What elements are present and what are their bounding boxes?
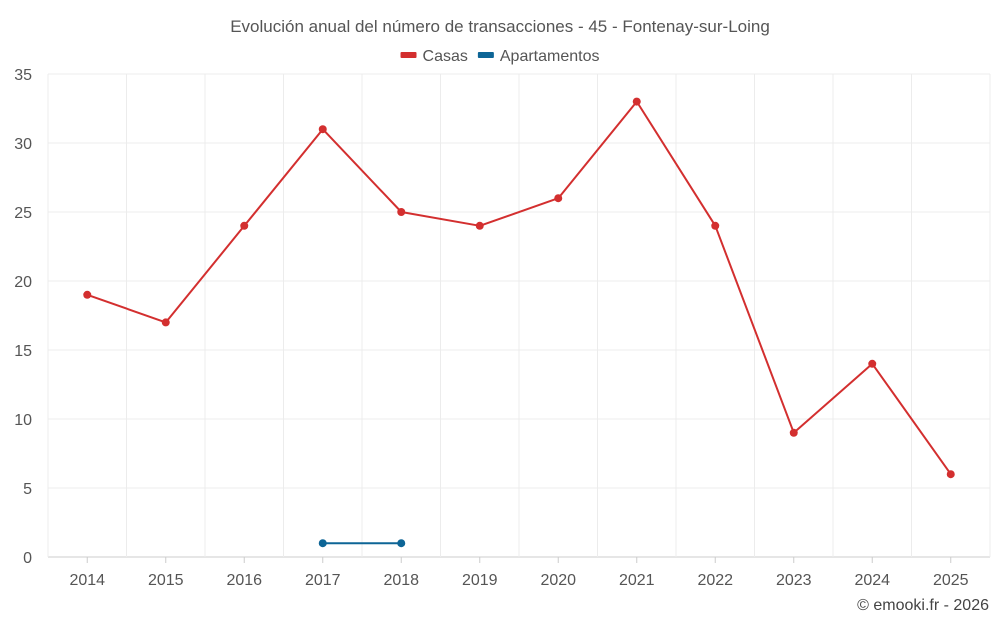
y-tick-label: 35 [14,67,32,84]
legend[interactable]: Casas Apartamentos [400,48,600,65]
x-tick-label: 2021 [619,572,655,589]
x-tick-label: 2022 [697,572,733,589]
x-tick-label: 2019 [462,572,498,589]
legend-swatch [400,52,417,58]
legend-swatch [477,52,494,58]
data-point-casas[interactable] [240,221,249,230]
data-point-casas[interactable] [83,290,92,299]
data-point-casas[interactable] [946,470,955,479]
series-layer [83,97,955,548]
y-tick-label: 15 [14,343,32,360]
legend-label: Casas [423,48,468,65]
data-point-casas[interactable] [868,359,877,368]
x-tick-label: 2016 [226,572,262,589]
data-point-casas[interactable] [161,318,170,327]
y-tick-label: 25 [14,205,32,222]
data-point-casas[interactable] [475,221,484,230]
series-casas [83,97,955,479]
y-tick-label: 5 [23,481,32,498]
y-tick-label: 10 [14,412,32,429]
x-tick-label: 2018 [383,572,419,589]
y-tick-label: 20 [14,274,32,291]
x-tick-label: 2014 [69,572,105,589]
data-point-apartamentos[interactable] [397,539,406,548]
data-point-casas[interactable] [397,208,406,216]
data-point-casas[interactable] [711,221,720,230]
legend-label: Apartamentos [500,48,600,65]
x-tick-label: 2017 [305,572,341,589]
y-tick-label: 0 [23,550,32,567]
data-point-apartamentos[interactable] [318,539,327,548]
y-tick-label: 30 [14,136,32,153]
x-tick-label: 2015 [148,572,184,589]
series-line-casas [86,100,952,475]
legend-item-casas[interactable]: Casas [400,48,468,65]
data-point-casas[interactable] [554,194,563,203]
grid [47,73,991,558]
x-tick-label: 2023 [776,572,812,589]
x-tick-label: 2024 [854,572,890,589]
data-point-casas[interactable] [789,428,798,437]
data-point-casas[interactable] [318,125,327,134]
legend-item-apartamentos[interactable]: Apartamentos [477,48,600,65]
chart-title: Evolución anual del número de transaccio… [230,17,770,36]
data-point-casas[interactable] [632,97,641,106]
series-apartamentos [318,539,406,548]
credit-text: © emooki.fr - 2026 [857,597,989,614]
x-tick-label: 2020 [540,572,576,589]
x-tick-label: 2025 [933,572,969,589]
